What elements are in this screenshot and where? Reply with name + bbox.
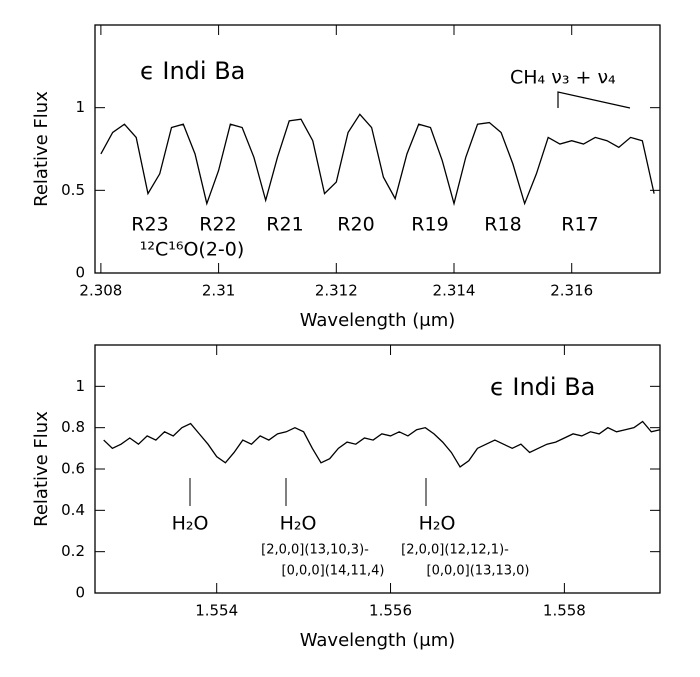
y-tick-label: 0 bbox=[75, 584, 85, 602]
spectrum-line bbox=[103, 420, 661, 468]
band-bracket bbox=[557, 91, 631, 109]
annotation: [0,0,0](13,13,0) bbox=[427, 564, 530, 579]
annotation: R20 bbox=[337, 214, 374, 236]
annotation: R18 bbox=[484, 214, 521, 236]
x-tick-label: 2.314 bbox=[433, 282, 476, 300]
annotation: H₂O bbox=[419, 513, 456, 535]
annotation: ϵ Indi Ba bbox=[140, 57, 245, 85]
annotation: H₂O bbox=[280, 513, 317, 535]
y-axis-title: Relative Flux bbox=[31, 411, 52, 527]
y-tick-label: 0 bbox=[75, 264, 85, 282]
annotation: R21 bbox=[266, 214, 303, 236]
y-tick-label: 0.4 bbox=[61, 501, 85, 519]
y-tick-label: 0.8 bbox=[61, 418, 85, 436]
y-tick-label: 0.5 bbox=[61, 181, 85, 199]
y-tick-label: 0.6 bbox=[61, 460, 85, 478]
annotation: H₂O bbox=[172, 513, 209, 535]
x-axis-title: Wavelength (μm) bbox=[300, 630, 456, 651]
annotation: [2,0,0](12,12,1)- bbox=[401, 543, 509, 558]
x-tick-label: 2.316 bbox=[550, 282, 593, 300]
y-tick-label: 1 bbox=[75, 98, 85, 116]
x-tick-label: 2.308 bbox=[79, 282, 122, 300]
y-tick-label: 1 bbox=[75, 377, 85, 395]
annotation: ϵ Indi Ba bbox=[490, 373, 595, 401]
y-axis-title: Relative Flux bbox=[31, 91, 52, 207]
plot-frame bbox=[94, 24, 661, 274]
x-tick-label: 1.554 bbox=[195, 602, 238, 620]
x-tick-label: 1.556 bbox=[369, 602, 412, 620]
annotation: R23 bbox=[131, 214, 168, 236]
annotation: R17 bbox=[561, 214, 598, 236]
x-tick-label: 2.312 bbox=[315, 282, 358, 300]
annotation: ¹²C¹⁶O(2-0) bbox=[140, 239, 245, 261]
x-tick-label: 2.31 bbox=[202, 282, 235, 300]
annotation: R19 bbox=[411, 214, 448, 236]
annotation: [0,0,0](14,11,4) bbox=[282, 564, 385, 579]
annotation: R22 bbox=[199, 214, 236, 236]
spectrum-line bbox=[100, 113, 655, 207]
annotation: CH₄ ν₃ + ν₄ bbox=[510, 67, 616, 89]
x-axis-title: Wavelength (μm) bbox=[300, 310, 456, 331]
y-tick-label: 0.2 bbox=[61, 542, 85, 560]
x-tick-label: 1.558 bbox=[543, 602, 586, 620]
annotation: [2,0,0](13,10,3)- bbox=[261, 543, 369, 558]
